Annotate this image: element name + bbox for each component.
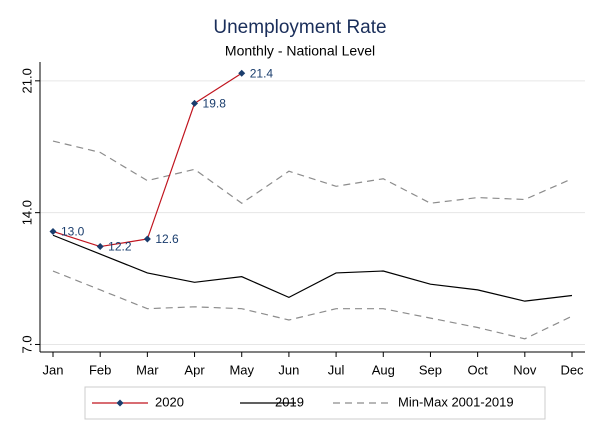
x-tick-label: Sep [419, 362, 442, 377]
legend-box [84, 386, 546, 420]
y-tick-label: 7.0 [19, 335, 34, 353]
chart-title: Unemployment Rate [213, 17, 386, 38]
series-line [52, 234, 573, 302]
data-label: 12.6 [155, 232, 179, 246]
data-label: 21.4 [250, 66, 274, 80]
chart-subtitle: Monthly - National Level [225, 43, 375, 59]
x-tick-label: Jul [328, 362, 345, 377]
legend-label: 2019 [275, 394, 304, 409]
data-label: 12.2 [108, 240, 132, 254]
min-line [52, 270, 573, 340]
x-tick-label: Jun [278, 362, 299, 377]
x-tick-label: Nov [513, 362, 537, 377]
y-tick-label: 21.0 [19, 68, 34, 93]
x-tick-label: May [229, 362, 254, 377]
x-tick-label: Dec [560, 362, 584, 377]
marker [96, 243, 104, 251]
legend-marker [116, 399, 124, 407]
marker [143, 235, 151, 243]
x-tick-label: Apr [184, 362, 205, 377]
max-line [52, 140, 573, 204]
legend-label: 2020 [155, 394, 184, 409]
data-label: 19.8 [203, 97, 227, 111]
legend-label: Min-Max 2001-2019 [398, 394, 514, 409]
x-tick-label: Aug [372, 362, 395, 377]
x-tick-label: Mar [136, 362, 159, 377]
marker [238, 69, 246, 77]
marker [191, 99, 199, 107]
x-tick-label: Oct [468, 362, 489, 377]
y-tick-label: 14.0 [19, 200, 34, 225]
x-tick-label: Jan [43, 362, 64, 377]
x-tick-label: Feb [89, 362, 111, 377]
data-label: 13.0 [61, 225, 85, 239]
marker [49, 227, 57, 235]
